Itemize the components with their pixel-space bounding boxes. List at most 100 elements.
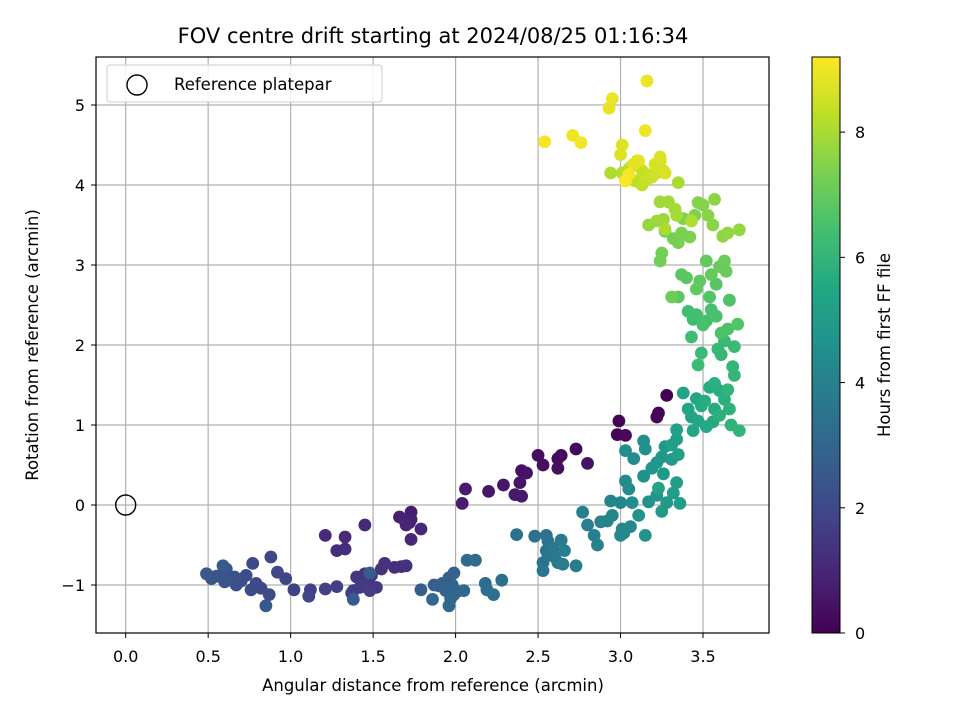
data-point xyxy=(665,290,679,304)
data-point xyxy=(414,583,428,597)
data-point xyxy=(685,330,698,344)
colorbar-tick-label: 8 xyxy=(855,123,865,142)
data-point xyxy=(632,154,646,168)
data-point xyxy=(704,268,718,281)
data-point xyxy=(510,528,524,541)
data-point xyxy=(718,393,731,406)
data-point xyxy=(676,386,690,400)
data-point xyxy=(551,461,565,475)
data-point xyxy=(591,538,604,552)
data-point xyxy=(566,129,580,142)
data-point xyxy=(604,166,618,180)
data-point xyxy=(612,414,626,428)
data-point xyxy=(399,518,413,532)
x-axis-label: Angular distance from reference (arcmin) xyxy=(262,676,604,695)
data-point xyxy=(638,529,652,542)
data-point xyxy=(520,466,533,480)
data-point xyxy=(694,346,708,360)
data-point xyxy=(658,222,672,236)
data-point xyxy=(455,497,469,510)
data-point xyxy=(693,274,707,288)
data-point xyxy=(713,409,726,422)
data-point xyxy=(318,582,332,596)
data-point xyxy=(587,529,601,542)
data-point xyxy=(216,559,230,573)
data-point xyxy=(699,254,713,268)
data-point xyxy=(701,209,715,222)
data-point xyxy=(374,562,388,576)
data-point xyxy=(671,176,685,190)
data-point xyxy=(482,485,495,498)
data-point xyxy=(666,486,680,500)
data-point xyxy=(318,529,332,542)
x-tick-label: 3.0 xyxy=(608,647,633,666)
data-point xyxy=(619,174,632,188)
data-point xyxy=(721,226,735,240)
data-point xyxy=(614,496,627,509)
data-point xyxy=(652,481,665,495)
data-point xyxy=(574,136,588,150)
data-point xyxy=(638,124,652,137)
colorbar-tick-label: 6 xyxy=(855,248,865,267)
data-point xyxy=(602,101,616,115)
data-point xyxy=(497,478,510,492)
data-point xyxy=(680,271,693,285)
colorbar xyxy=(811,56,841,634)
data-point xyxy=(246,557,260,570)
data-point xyxy=(259,599,273,613)
data-point xyxy=(426,593,439,606)
data-point xyxy=(487,588,500,601)
data-point xyxy=(709,277,723,291)
data-point xyxy=(721,322,735,336)
data-point xyxy=(515,489,528,503)
data-point xyxy=(330,580,344,593)
data-point xyxy=(244,583,258,597)
data-point xyxy=(495,573,509,587)
data-point xyxy=(569,442,583,456)
data-point xyxy=(696,198,710,212)
data-point xyxy=(556,557,570,571)
data-point xyxy=(673,497,687,510)
data-point xyxy=(685,214,698,228)
data-point xyxy=(723,402,736,416)
data-point xyxy=(338,530,352,544)
legend: Reference platepar xyxy=(106,64,383,103)
data-point xyxy=(640,74,654,88)
data-point xyxy=(576,505,590,519)
y-tick-label: −1 xyxy=(61,576,85,595)
data-point xyxy=(653,150,667,164)
data-point xyxy=(691,358,705,372)
data-point xyxy=(404,533,418,546)
x-tick-label: 0.5 xyxy=(195,647,220,666)
data-point xyxy=(302,589,316,603)
y-tick-label: 3 xyxy=(75,256,85,275)
y-tick-label: 4 xyxy=(75,176,85,195)
data-point xyxy=(721,383,735,397)
data-point xyxy=(414,522,428,536)
data-point xyxy=(346,593,360,606)
data-point xyxy=(619,429,632,442)
colorbar-tick-label: 0 xyxy=(855,624,865,643)
data-point xyxy=(619,444,632,457)
data-point xyxy=(696,318,710,332)
data-point xyxy=(683,230,697,244)
y-tick-label: 5 xyxy=(75,96,85,115)
data-point xyxy=(671,448,685,461)
data-point xyxy=(718,254,731,268)
y-axis-ticks: −1 0 1 2 3 4 5 xyxy=(61,96,96,595)
x-tick-label: 3.5 xyxy=(690,647,715,666)
data-point xyxy=(605,509,619,522)
y-tick-label: 0 xyxy=(75,496,85,515)
data-point xyxy=(624,520,637,533)
data-point xyxy=(442,599,456,613)
data-point xyxy=(719,265,733,278)
data-point xyxy=(660,389,674,402)
data-point xyxy=(657,213,670,226)
data-point xyxy=(459,482,472,496)
data-point xyxy=(731,317,745,331)
data-point xyxy=(468,553,482,567)
data-point xyxy=(605,92,619,105)
data-point xyxy=(723,293,736,307)
data-point xyxy=(358,518,372,532)
data-point xyxy=(513,476,527,489)
